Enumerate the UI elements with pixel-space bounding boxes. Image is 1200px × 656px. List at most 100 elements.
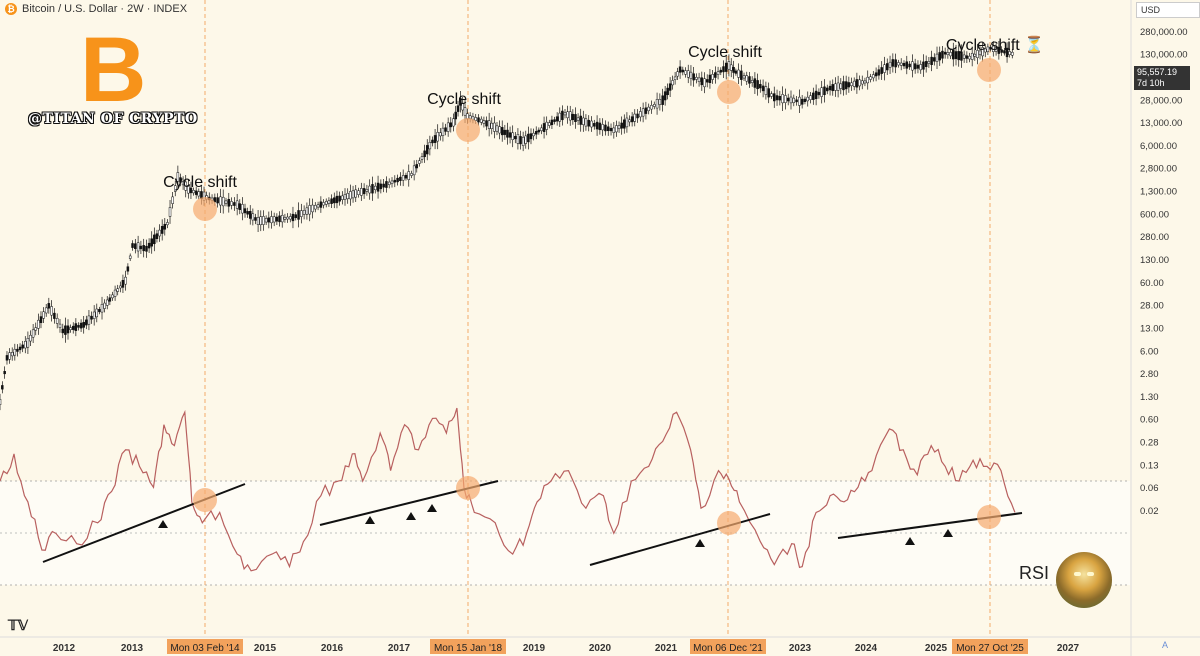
- price-candle: [911, 61, 914, 71]
- price-candle: [452, 118, 455, 127]
- rsi-label: RSI: [1019, 563, 1050, 583]
- triangle-marker: [158, 520, 168, 528]
- price-candle: [1003, 50, 1006, 54]
- price-candle: [574, 114, 577, 122]
- price-candle: [584, 118, 588, 127]
- price-candle: [163, 223, 167, 230]
- auto-scale-button[interactable]: A: [1162, 640, 1169, 650]
- price-candle: [221, 196, 225, 207]
- price-candle: [423, 150, 426, 158]
- price-candle: [113, 289, 117, 297]
- price-candle: [809, 95, 812, 100]
- price-candle: [194, 190, 198, 195]
- price-candle: [297, 210, 300, 220]
- x-tick-label: 2027: [1057, 643, 1080, 654]
- price-candle: [314, 205, 317, 210]
- price-candle: [346, 193, 349, 200]
- price-candle: [997, 46, 1001, 54]
- price-candle: [29, 334, 32, 342]
- price-candle: [902, 62, 906, 67]
- price-candle: [711, 74, 714, 80]
- y-tick-label: 0.28: [1140, 438, 1159, 449]
- price-candle: [941, 50, 944, 59]
- price-candle: [26, 338, 30, 348]
- price-candle: [508, 132, 512, 138]
- price-candle: [817, 91, 821, 96]
- price-candle: [77, 325, 80, 328]
- date-tag: [430, 639, 506, 654]
- cycle-marker: [977, 58, 1001, 82]
- price-candle: [21, 344, 24, 349]
- price-candle: [823, 86, 826, 96]
- price-candle: [943, 51, 947, 55]
- price-candle: [10, 352, 14, 357]
- price-candle: [441, 127, 445, 136]
- currency-selector[interactable]: USD: [1136, 2, 1200, 18]
- price-candle: [555, 116, 559, 122]
- price-candle: [379, 183, 383, 190]
- price-candle: [641, 108, 645, 117]
- price-candle: [737, 69, 740, 78]
- price-candle: [700, 77, 704, 86]
- price-candle: [280, 215, 284, 223]
- price-candle: [158, 229, 161, 237]
- price-candle: [319, 201, 323, 208]
- price-candle: [540, 127, 543, 131]
- bitcoin-icon: ₿: [5, 3, 17, 15]
- price-candle: [989, 46, 992, 50]
- price-candle: [968, 55, 971, 60]
- price-candle: [630, 116, 634, 123]
- price-candle: [750, 80, 754, 83]
- triangle-marker: [695, 539, 705, 547]
- price-candle: [908, 63, 911, 68]
- price-candle: [628, 119, 631, 123]
- x-tick-label: 2020: [589, 643, 612, 654]
- price-candle: [671, 80, 674, 86]
- price-candle: [732, 67, 735, 73]
- price-candle: [463, 107, 467, 116]
- price-candle: [550, 119, 554, 126]
- price-candle: [653, 104, 656, 107]
- price-candle: [636, 113, 639, 119]
- price-candle: [444, 127, 447, 132]
- price-candle: [456, 105, 460, 112]
- price-candle: [587, 119, 590, 127]
- price-candle: [327, 200, 331, 204]
- price-candle: [382, 183, 385, 188]
- price-candle: [153, 234, 156, 245]
- price-candle: [351, 190, 355, 199]
- cycle-marker: [717, 511, 741, 535]
- price-candle: [773, 93, 776, 102]
- price-candle: [655, 99, 659, 109]
- price-candle: [330, 198, 333, 204]
- price-candle: [289, 216, 292, 220]
- price-candle: [302, 210, 306, 215]
- triangle-marker: [406, 512, 416, 520]
- price-candle: [916, 64, 920, 69]
- price-candle: [978, 50, 982, 56]
- price-candle: [767, 88, 770, 98]
- price-candle: [446, 122, 450, 132]
- y-tick-label: 28.00: [1140, 301, 1164, 312]
- price-candle: [415, 164, 419, 169]
- cycle-shift-annotation: Cycle shift ⏳: [946, 35, 1044, 54]
- price-candle: [866, 76, 869, 84]
- price-candle: [410, 173, 413, 176]
- price-candle: [219, 196, 222, 206]
- price-candle: [566, 111, 569, 119]
- price-candle: [108, 297, 112, 302]
- price-candle: [981, 47, 984, 57]
- y-tick-label: 0.13: [1140, 460, 1159, 471]
- price-candle: [673, 76, 677, 80]
- price-candle: [973, 53, 977, 57]
- price-candle: [826, 87, 829, 92]
- price-candle: [136, 242, 140, 252]
- triangle-marker: [427, 504, 437, 512]
- price-candle: [650, 105, 653, 110]
- bar-countdown: 7d 10h: [1137, 78, 1165, 88]
- price-candle: [976, 50, 979, 58]
- price-candle: [579, 115, 582, 125]
- y-tick-label: 600.00: [1140, 209, 1169, 220]
- price-candle: [213, 197, 217, 203]
- price-candle: [913, 63, 917, 70]
